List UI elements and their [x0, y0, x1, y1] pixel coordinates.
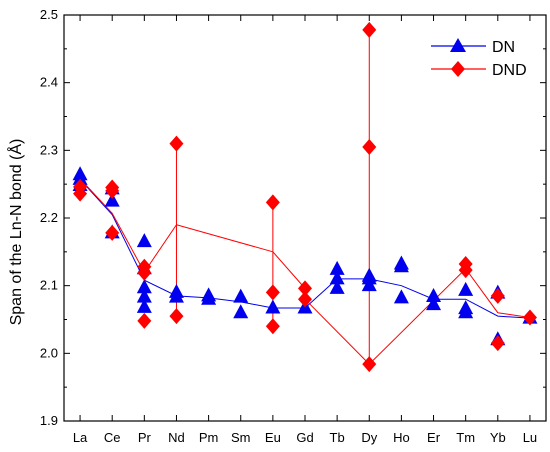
x-tick-label: Tb [330, 430, 345, 445]
x-tick-label: Yb [490, 430, 506, 445]
data-point-dnd [490, 287, 505, 304]
data-point-dn [168, 288, 184, 303]
x-tick-label: Pr [138, 430, 152, 445]
x-tick-label: Tm [456, 430, 475, 445]
data-point-dn [393, 258, 409, 273]
data-point-dnd [265, 318, 280, 335]
data-point-dn [458, 304, 474, 319]
data-point-dn [426, 296, 442, 311]
y-tick-label: 2.3 [40, 142, 58, 157]
legend-dnd-marker [451, 61, 465, 77]
y-axis-title: Span of the Ln-N bond (Å) [6, 139, 25, 326]
data-point-dnd [362, 138, 377, 155]
data-point-dn [329, 279, 345, 294]
data-point-dn [104, 192, 120, 207]
data-point-dn [201, 290, 217, 305]
data-point-dnd [169, 308, 184, 325]
data-point-dn [233, 304, 249, 319]
data-point-dnd [105, 224, 120, 241]
series-line-dnd [79, 29, 531, 366]
x-tick-label: Ho [393, 430, 410, 445]
x-tick-label: La [73, 430, 88, 445]
y-tick-label: 2.0 [40, 345, 58, 360]
plot-frame [63, 14, 547, 422]
data-point-dnd [522, 309, 537, 326]
data-point-dnd [265, 194, 280, 211]
series-markers [72, 21, 538, 373]
data-point-dn [393, 289, 409, 304]
x-tick-label: Eu [265, 430, 281, 445]
data-point-dn [233, 288, 249, 303]
ticks: 1.9 2.0 2.1 2.2 2.3 2.4 2.5 La Ce Pr Nd Pm Sm Eu Gd Tb D… [40, 7, 546, 445]
legend-dnd-label: DND [492, 62, 527, 79]
data-point-dn [426, 287, 442, 302]
y-tick-label: 1.9 [40, 413, 58, 428]
data-point-dn [458, 281, 474, 296]
y-tick-label: 2.5 [40, 7, 58, 22]
data-point-dnd [458, 262, 473, 279]
y-tick-label: 2.1 [40, 278, 58, 293]
y-tick-label: 2.4 [40, 75, 58, 90]
x-tick-label: Er [427, 430, 441, 445]
legend: DN DND [431, 38, 527, 79]
axes [63, 14, 547, 422]
y-tick-label: 2.2 [40, 210, 58, 225]
data-point-dn [265, 299, 281, 314]
x-tick-label: Dy [361, 430, 377, 445]
data-point-dnd [169, 135, 184, 152]
data-point-dnd [137, 312, 152, 329]
data-point-dnd [137, 264, 152, 281]
x-tick-label: Pm [199, 430, 219, 445]
x-tick-label: Gd [296, 430, 313, 445]
data-point-dn [136, 279, 152, 294]
x-tick-label: Nd [168, 430, 185, 445]
legend-dn-marker [450, 38, 466, 52]
x-tick-label: Lu [523, 430, 537, 445]
data-point-dnd [265, 284, 280, 301]
data-point-dnd [298, 291, 312, 308]
data-point-dnd [105, 182, 120, 199]
data-point-dnd [490, 335, 505, 352]
x-tick-label: Ce [104, 430, 121, 445]
data-point-dn [329, 260, 345, 275]
data-point-dn [136, 288, 152, 303]
data-point-dnd [362, 21, 377, 38]
data-point-dn [329, 270, 345, 285]
data-point-dnd [362, 356, 377, 373]
data-point-dnd [298, 280, 312, 297]
data-point-dn [361, 277, 377, 292]
data-point-dnd [73, 185, 88, 202]
x-tick-label: Sm [231, 430, 251, 445]
legend-dn-label: DN [492, 39, 515, 56]
data-point-dn [136, 298, 152, 313]
data-point-dn [136, 233, 152, 248]
